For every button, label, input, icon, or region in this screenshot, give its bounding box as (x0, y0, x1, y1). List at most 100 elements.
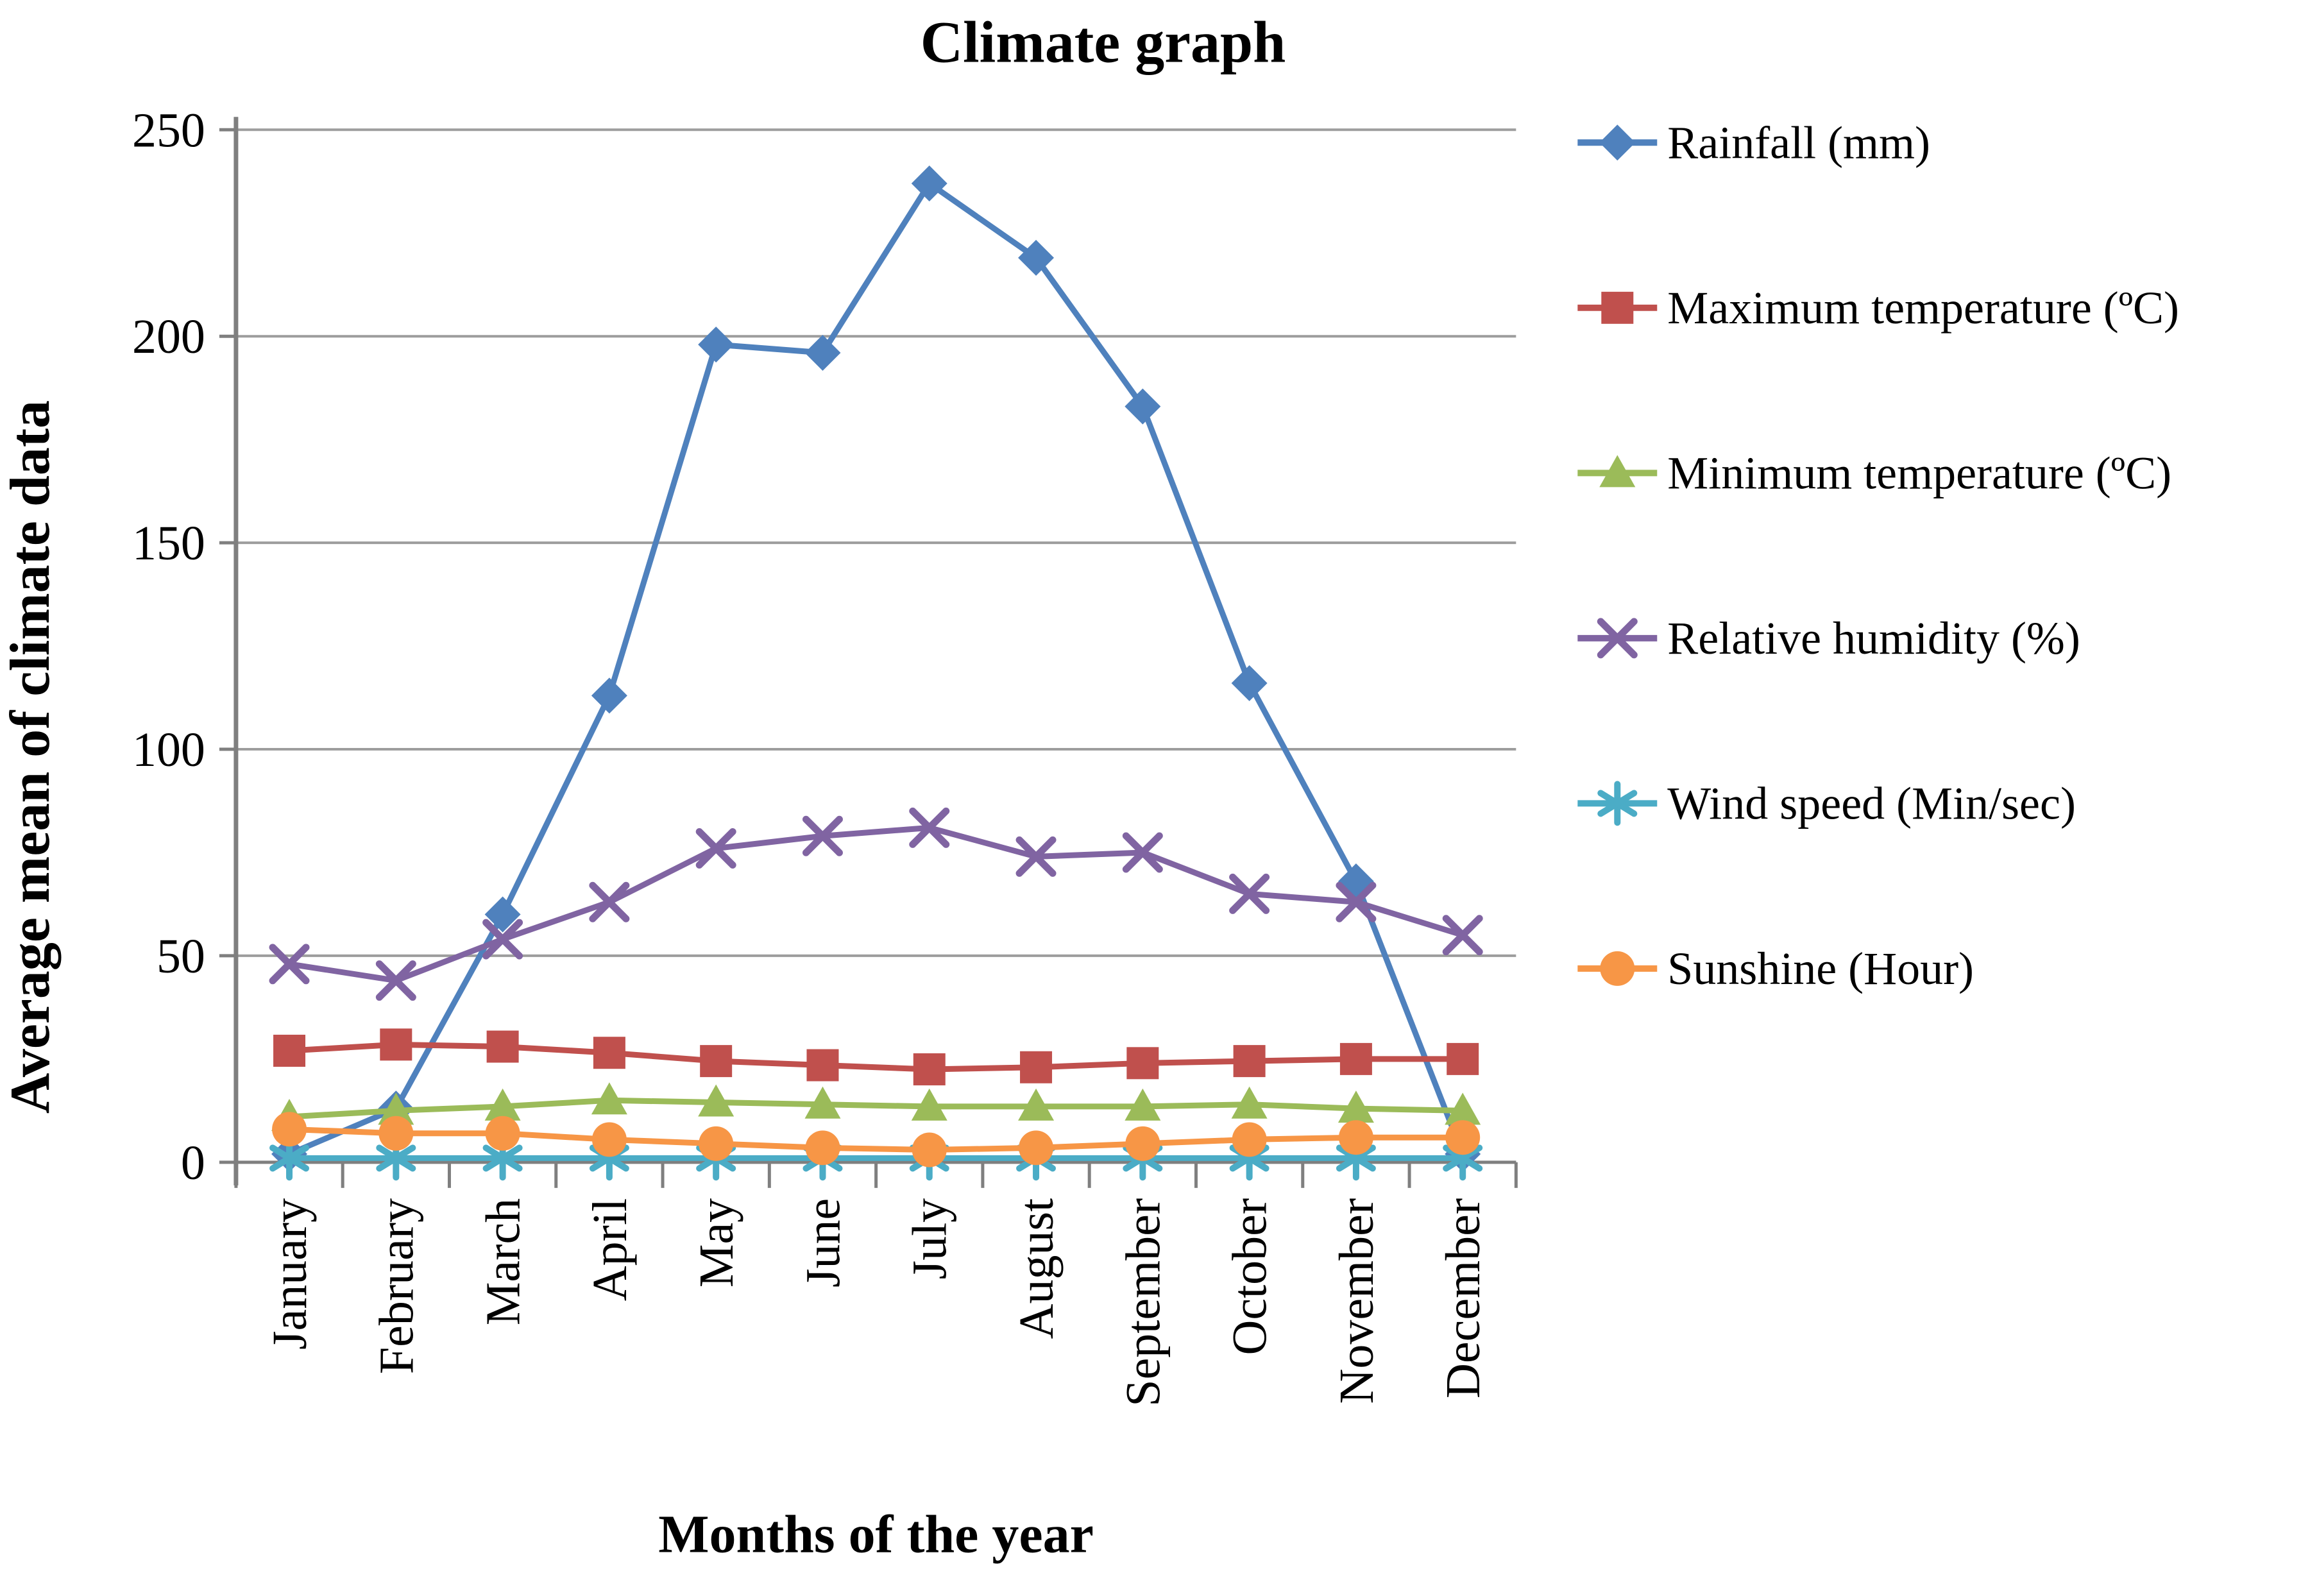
series-relative-humidity (269, 807, 1483, 1001)
y-tick-label-0: 0 (181, 1136, 205, 1190)
point-maximum-temperature-c-june (806, 1049, 839, 1082)
point-relative-humidity-june (802, 815, 843, 856)
x-tick-label-november: November (1330, 1198, 1384, 1404)
point-relative-humidity-april (589, 881, 630, 922)
point-minimum-temperature-c-february (378, 1092, 414, 1125)
point-maximum-temperature-c-january (273, 1035, 306, 1067)
x-tick-label-july: July (903, 1198, 957, 1280)
point-maximum-temperature-c-december (1447, 1042, 1479, 1075)
x-tick-labels: January February March April May June July Augu… (263, 1198, 1490, 1407)
x-tick-label-march: March (477, 1198, 531, 1325)
point-sunshine-hour-january (272, 1112, 307, 1147)
point-sunshine-hour-september (1125, 1126, 1160, 1161)
point-sunshine-hour-august (1019, 1130, 1054, 1166)
point-sunshine-hour-june (805, 1130, 840, 1166)
legend-label-relative-humidity: Relative humidity (%) (1667, 613, 2080, 664)
point-sunshine-hour-may (699, 1126, 734, 1161)
point-relative-humidity-november (1336, 881, 1377, 922)
legend-item-sunshine-hour: Sunshine (Hour) (1577, 943, 1974, 994)
point-sunshine-hour-april (591, 1122, 627, 1157)
point-minimum-temperature-c-june (804, 1086, 841, 1119)
point-maximum-temperature-c-october (1233, 1045, 1266, 1078)
x-axis-title: Months of the year (658, 1505, 1094, 1565)
legend: Rainfall (mm) Maximum temperature (ºC) Min… (1577, 117, 2179, 994)
series-maximum-temperature-c (273, 1028, 1479, 1085)
series-sunshine-hour (272, 1112, 1481, 1167)
x-tick-label-september: September (1116, 1198, 1170, 1407)
x-tick-label-august: August (1010, 1198, 1064, 1339)
y-tick-label-200: 200 (132, 310, 205, 364)
legend-item-maximum-temperature-c: Maximum temperature (ºC) (1577, 282, 2179, 334)
point-sunshine-hour-february (378, 1116, 414, 1151)
y-tick-labels: 0 50 100 150 200 250 (132, 103, 205, 1190)
point-relative-humidity-july (909, 807, 950, 848)
point-maximum-temperature-c-march (486, 1030, 519, 1063)
legend-label-minimum-temperature-c: Minimum temperature (ºC) (1667, 447, 2171, 498)
x-tick-label-april: April (583, 1198, 637, 1301)
legend-item-wind-speed-min-sec: Wind speed (Min/sec) (1577, 777, 2076, 829)
point-sunshine-hour-july (912, 1132, 947, 1167)
point-relative-humidity-march (482, 919, 523, 960)
point-minimum-temperature-c-july (911, 1088, 947, 1121)
y-tick-label-50: 50 (157, 930, 205, 983)
x-tick-label-october: October (1223, 1198, 1277, 1355)
legend-item-relative-humidity: Relative humidity (%) (1577, 613, 2080, 664)
point-sunshine-hour-october (1232, 1122, 1267, 1157)
point-rainfall-mm-october (1231, 665, 1268, 702)
point-minimum-temperature-c-may (698, 1084, 734, 1117)
point-relative-humidity-august (1015, 836, 1057, 877)
point-relative-humidity-may (695, 828, 736, 869)
point-sunshine-hour-march (485, 1116, 520, 1151)
point-maximum-temperature-c-february (380, 1028, 412, 1061)
point-minimum-temperature-c-november (1337, 1091, 1374, 1123)
axes (233, 117, 1518, 1188)
point-rainfall-mm-september (1125, 388, 1161, 425)
legend-label-wind-speed-min-sec: Wind speed (Min/sec) (1667, 777, 2076, 829)
point-minimum-temperature-c-september (1125, 1088, 1161, 1121)
x-tick-label-december: December (1436, 1198, 1490, 1398)
point-minimum-temperature-c-april (591, 1082, 627, 1115)
point-minimum-temperature-c-october (1231, 1086, 1268, 1119)
y-tick-label-250: 250 (132, 103, 205, 157)
y-tick-label-150: 150 (132, 516, 205, 570)
legend-label-rainfall-mm: Rainfall (mm) (1667, 117, 1930, 168)
point-relative-humidity-february (375, 960, 416, 1001)
point-relative-humidity-october (1229, 873, 1270, 914)
series-line-sunshine-hour (286, 1126, 1466, 1153)
point-relative-humidity-january (269, 944, 310, 985)
series-line-maximum-temperature-c (286, 1041, 1466, 1073)
point-minimum-temperature-c-august (1018, 1088, 1055, 1121)
point-maximum-temperature-c-april (593, 1037, 625, 1069)
legend-label-sunshine-hour: Sunshine (Hour) (1667, 943, 1974, 994)
point-maximum-temperature-c-august (1020, 1051, 1053, 1083)
point-relative-humidity-december (1442, 915, 1483, 956)
point-rainfall-mm-june (804, 334, 841, 371)
point-rainfall-mm-may (698, 327, 734, 363)
point-maximum-temperature-c-may (700, 1045, 733, 1078)
point-relative-humidity-september (1122, 832, 1163, 873)
point-sunshine-hour-november (1338, 1120, 1373, 1155)
point-sunshine-hour-december (1445, 1120, 1481, 1155)
point-rainfall-mm-march (484, 896, 521, 933)
point-maximum-temperature-c-july (913, 1053, 946, 1085)
point-maximum-temperature-c-november (1339, 1042, 1372, 1075)
point-minimum-temperature-c-march (484, 1088, 521, 1121)
series-line-minimum-temperature-c (286, 1097, 1466, 1120)
x-tick-label-may: May (690, 1198, 743, 1287)
x-tick-label-june: June (796, 1198, 850, 1287)
legend-label-maximum-temperature-c: Maximum temperature (ºC) (1667, 282, 2179, 334)
point-rainfall-mm-april (591, 677, 627, 714)
x-tick-label-february: February (369, 1198, 423, 1374)
chart-title: Climate graph (921, 9, 1286, 74)
legend-item-rainfall-mm: Rainfall (mm) (1577, 117, 1930, 168)
x-tick-label-january: January (263, 1198, 317, 1350)
point-maximum-temperature-c-september (1126, 1047, 1159, 1080)
y-axis-title: Average mean of climate data (0, 400, 62, 1114)
y-tick-label-100: 100 (132, 723, 205, 777)
point-minimum-temperature-c-december (1445, 1092, 1481, 1125)
series-line-relative-humidity (286, 824, 1466, 984)
legend-item-minimum-temperature-c: Minimum temperature (ºC) (1577, 447, 2171, 498)
